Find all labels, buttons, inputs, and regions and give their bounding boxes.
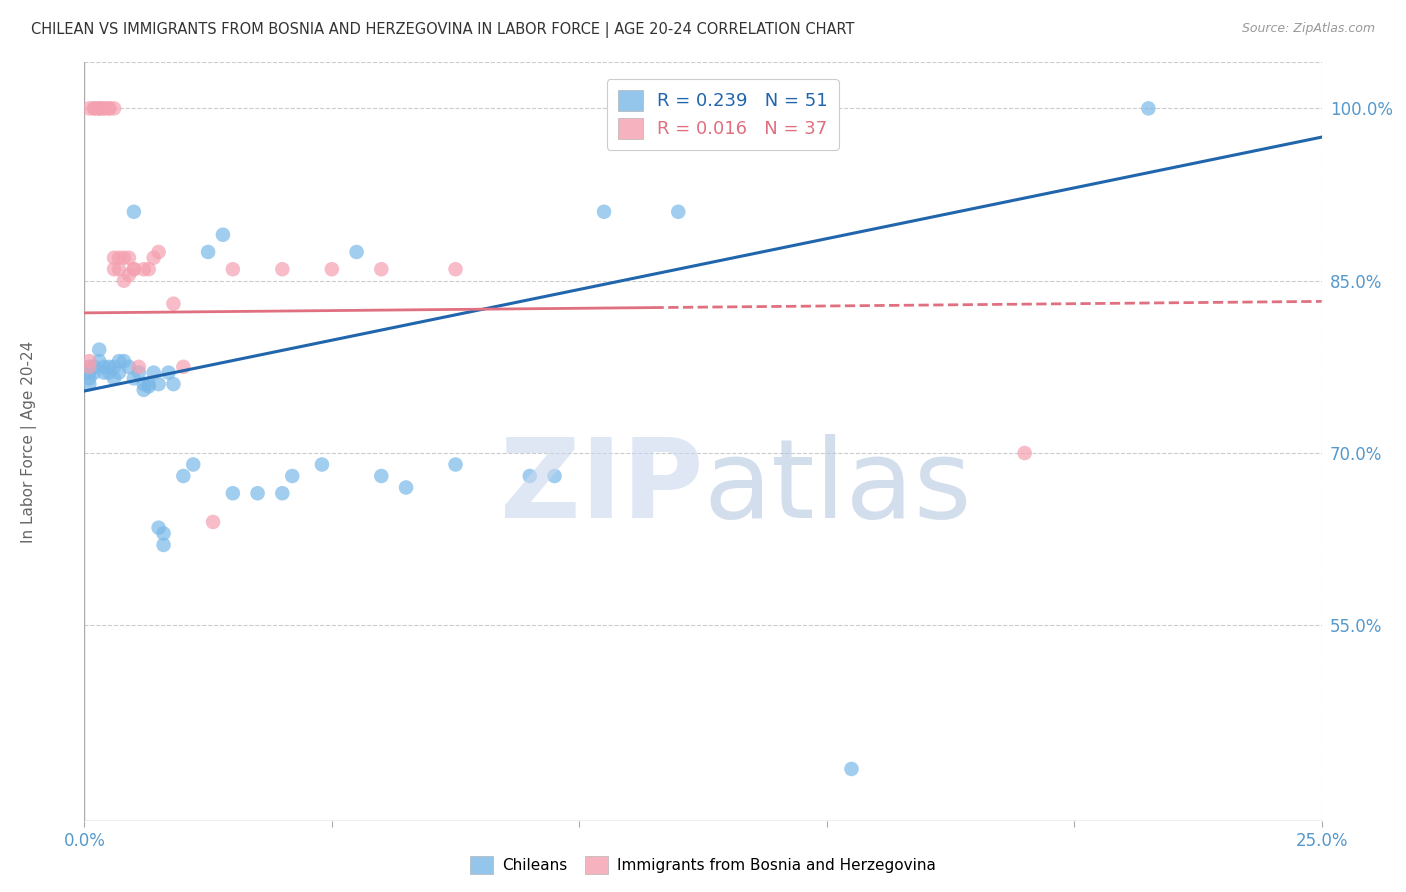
Point xyxy=(79,359,101,374)
Point xyxy=(93,366,115,380)
Point xyxy=(148,377,170,392)
Point xyxy=(79,102,101,116)
Point xyxy=(79,366,101,380)
Y-axis label: In Labor Force | Age 20-24: In Labor Force | Age 20-24 xyxy=(21,341,37,542)
Point xyxy=(212,227,235,242)
Point xyxy=(89,343,111,357)
Point xyxy=(666,204,689,219)
Point xyxy=(98,359,121,374)
Point xyxy=(98,102,121,116)
Point xyxy=(271,486,294,500)
Text: CHILEAN VS IMMIGRANTS FROM BOSNIA AND HERZEGOVINA IN LABOR FORCE | AGE 20-24 COR: CHILEAN VS IMMIGRANTS FROM BOSNIA AND HE… xyxy=(31,22,855,38)
Point xyxy=(593,204,616,219)
Point xyxy=(1137,102,1160,116)
Text: atlas: atlas xyxy=(703,434,972,541)
Text: ZIP: ZIP xyxy=(499,434,703,541)
Point xyxy=(118,359,141,374)
Point xyxy=(172,359,194,374)
Point xyxy=(79,354,101,368)
Point xyxy=(148,521,170,535)
Point xyxy=(83,359,105,374)
Point xyxy=(346,245,368,260)
Point xyxy=(152,526,174,541)
Point xyxy=(89,102,111,116)
Point xyxy=(112,251,135,265)
Text: Source: ZipAtlas.com: Source: ZipAtlas.com xyxy=(1241,22,1375,36)
Point xyxy=(122,262,145,277)
Point xyxy=(142,251,165,265)
Point xyxy=(112,274,135,288)
Point xyxy=(83,102,105,116)
Point xyxy=(103,359,125,374)
Point xyxy=(841,762,863,776)
Point xyxy=(89,102,111,116)
Point xyxy=(152,538,174,552)
Point xyxy=(122,371,145,385)
Point xyxy=(370,469,392,483)
Point xyxy=(98,366,121,380)
Point xyxy=(222,486,245,500)
Point xyxy=(122,262,145,277)
Point xyxy=(138,379,160,393)
Point xyxy=(108,251,131,265)
Point xyxy=(112,354,135,368)
Point xyxy=(93,359,115,374)
Legend: Chileans, Immigrants from Bosnia and Herzegovina: Chileans, Immigrants from Bosnia and Her… xyxy=(464,850,942,880)
Point xyxy=(321,262,343,277)
Point xyxy=(395,481,418,495)
Point xyxy=(138,262,160,277)
Point xyxy=(519,469,541,483)
Point xyxy=(138,377,160,392)
Point xyxy=(128,366,150,380)
Point xyxy=(83,366,105,380)
Point xyxy=(93,102,115,116)
Point xyxy=(98,102,121,116)
Point xyxy=(543,469,565,483)
Point xyxy=(246,486,269,500)
Point xyxy=(118,268,141,282)
Point xyxy=(281,469,304,483)
Point xyxy=(108,366,131,380)
Legend: R = 0.239   N = 51, R = 0.016   N = 37: R = 0.239 N = 51, R = 0.016 N = 37 xyxy=(607,79,839,150)
Point xyxy=(118,251,141,265)
Point xyxy=(148,245,170,260)
Point xyxy=(132,377,155,392)
Point xyxy=(132,383,155,397)
Point xyxy=(79,359,101,374)
Point xyxy=(79,377,101,392)
Point xyxy=(89,354,111,368)
Point xyxy=(103,251,125,265)
Point xyxy=(108,354,131,368)
Point xyxy=(157,366,180,380)
Point xyxy=(142,366,165,380)
Point xyxy=(79,371,101,385)
Point xyxy=(181,458,204,472)
Point xyxy=(132,262,155,277)
Point xyxy=(89,102,111,116)
Point xyxy=(122,204,145,219)
Point xyxy=(128,359,150,374)
Point xyxy=(103,102,125,116)
Point xyxy=(370,262,392,277)
Point xyxy=(202,515,225,529)
Point xyxy=(162,296,184,310)
Point xyxy=(103,371,125,385)
Point xyxy=(172,469,194,483)
Point xyxy=(93,102,115,116)
Point xyxy=(444,458,467,472)
Point xyxy=(1014,446,1036,460)
Point xyxy=(444,262,467,277)
Point xyxy=(162,377,184,392)
Point xyxy=(103,262,125,277)
Point xyxy=(311,458,333,472)
Point xyxy=(222,262,245,277)
Point xyxy=(271,262,294,277)
Point xyxy=(83,102,105,116)
Point xyxy=(108,262,131,277)
Point xyxy=(197,245,219,260)
